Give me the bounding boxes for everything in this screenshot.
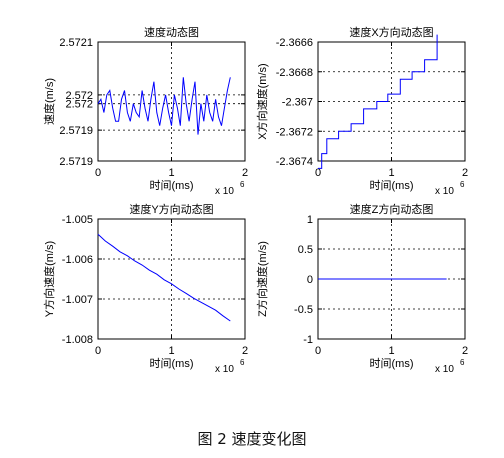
chart-3-ytick-label-1: -1.006 bbox=[62, 254, 93, 266]
chart-2: 0 1 2 -2.3666 -2.3668 -2.367 -2.3672 -2.3674 速度X… bbox=[255, 25, 468, 197]
chart-3-xtick-label-1: 1 bbox=[168, 345, 174, 357]
chart-1-series-line bbox=[97, 77, 231, 135]
chart-1-ytick-label-3: 2.5719 bbox=[59, 125, 93, 137]
chart-4-x-multiplier: x 10 bbox=[435, 364, 454, 375]
chart-1-x-multiplier-exp: 6 bbox=[240, 180, 245, 189]
chart-4-ylabel: Z方向速度(m/s) bbox=[255, 241, 269, 317]
chart-3: 0 1 2 -1.005 -1.006 -1.007 -1.008 速度Y方向动态图时间(ms… bbox=[42, 202, 248, 375]
chart-4-xtick-label-2: 2 bbox=[462, 345, 468, 357]
chart-4-ytick-label-1: -0.5 bbox=[294, 304, 313, 316]
chart-3-ytick-label-0: -1.005 bbox=[62, 214, 93, 226]
chart-2-xtick-label-2: 2 bbox=[462, 167, 468, 179]
chart-1-xtick-label-1: 1 bbox=[168, 167, 174, 179]
chart-4-xtick-label-1: 1 bbox=[388, 345, 394, 357]
chart-2-ytick-label-1: -2.3668 bbox=[276, 67, 313, 79]
chart-1-ytick-label-1: 2.572 bbox=[65, 90, 93, 102]
chart-2-x-multiplier-exp: 6 bbox=[460, 180, 465, 189]
chart-3-x-multiplier: x 10 bbox=[215, 364, 234, 375]
chart-4-ytick-label-2: 0 bbox=[307, 274, 313, 286]
chart-2-ytick-label-2: -2.367 bbox=[282, 97, 313, 109]
chart-2-title: 速度X方向动态图 bbox=[349, 25, 433, 39]
chart-4-x-multiplier-exp: 6 bbox=[460, 358, 465, 367]
chart-2-series-line bbox=[318, 34, 438, 169]
chart-3-series-line bbox=[97, 233, 231, 322]
chart-1-plot-area bbox=[97, 41, 246, 162]
chart-3-x-multiplier-exp: 6 bbox=[240, 358, 245, 367]
chart-1-title: 速度动态图 bbox=[144, 25, 199, 39]
chart-4-ytick-label-3: 0.5 bbox=[298, 244, 313, 256]
chart-4-xlabel: 时间(ms) bbox=[370, 357, 414, 370]
chart-2-xtick-label-1: 1 bbox=[388, 167, 394, 179]
chart-2-x-multiplier: x 10 bbox=[435, 186, 454, 197]
chart-1-ytick-label-0: 2.5721 bbox=[59, 37, 93, 49]
chart-1-xtick-label-2: 2 bbox=[242, 167, 248, 179]
chart-1-ytick-label-2: 2.572 bbox=[65, 99, 93, 111]
chart-1-xtick-label-0: 0 bbox=[95, 167, 101, 179]
chart-2-ytick-label-0: -2.3666 bbox=[276, 37, 313, 49]
chart-1-x-multiplier: x 10 bbox=[215, 186, 234, 197]
chart-2-xtick-label-0: 0 bbox=[315, 167, 321, 179]
chart-3-xtick-label-2: 2 bbox=[242, 345, 248, 357]
chart-3-ytick-label-3: -1.008 bbox=[62, 334, 93, 346]
chart-2-ytick-label-4: -2.3674 bbox=[276, 156, 313, 168]
chart-4-ytick-label-0: -1 bbox=[303, 334, 313, 346]
chart-1-ylabel: 速度(m/s) bbox=[42, 78, 56, 125]
chart-4-title: 速度Z方向动态图 bbox=[350, 202, 434, 216]
chart-2-ylabel: X方向速度(m/s) bbox=[255, 63, 269, 139]
figure-caption: 图 2 速度变化图 bbox=[197, 430, 307, 448]
chart-2-xlabel: 时间(ms) bbox=[370, 179, 414, 192]
chart-1-xlabel: 时间(ms) bbox=[150, 179, 194, 192]
chart-3-ylabel: Y方向速度(m/s) bbox=[42, 241, 56, 317]
chart-3-ytick-label-2: -1.007 bbox=[62, 294, 93, 306]
chart-3-xtick-label-0: 0 bbox=[95, 345, 101, 357]
chart-2-plot-area bbox=[317, 41, 466, 162]
chart-2-ytick-label-3: -2.3672 bbox=[276, 126, 313, 138]
chart-3-title: 速度Y方向动态图 bbox=[129, 202, 213, 216]
chart-4-ytick-label-4: 1 bbox=[307, 214, 313, 226]
chart-4-xtick-label-0: 0 bbox=[315, 345, 321, 357]
chart-1-ytick-label-4: 2.5719 bbox=[59, 156, 93, 168]
chart-3-xlabel: 时间(ms) bbox=[150, 357, 194, 370]
